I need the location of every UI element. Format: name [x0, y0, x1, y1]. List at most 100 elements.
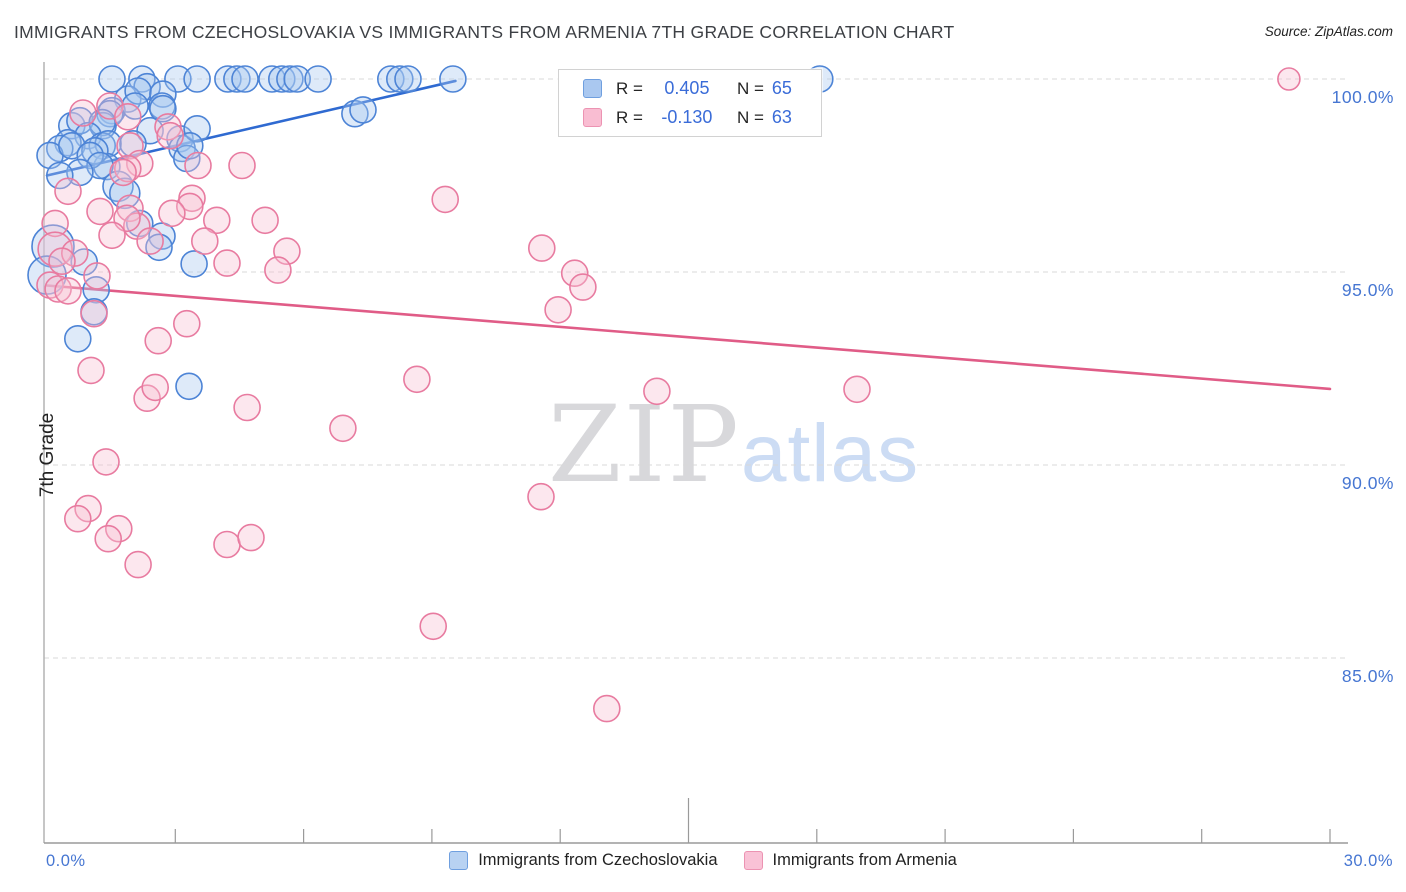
data-point-armenia[interactable]: [86, 197, 114, 226]
data-point-armenia[interactable]: [527, 234, 556, 262]
data-point-armenia[interactable]: [116, 132, 144, 160]
data-point-czechoslovakia[interactable]: [82, 275, 110, 304]
page-title: IMMIGRANTS FROM CZECHOSLOVAKIA VS IMMIGR…: [14, 22, 955, 42]
data-point-czechoslovakia[interactable]: [64, 324, 92, 353]
data-point-armenia[interactable]: [74, 494, 102, 523]
data-point-czechoslovakia[interactable]: [76, 141, 104, 170]
data-point-armenia[interactable]: [173, 309, 201, 338]
data-point-armenia[interactable]: [233, 393, 261, 422]
r-value: 0.405: [664, 78, 710, 98]
data-point-czechoslovakia[interactable]: [180, 250, 208, 278]
data-point-czechoslovakia[interactable]: [45, 161, 74, 190]
source-attribution: Source: ZipAtlas.com: [1264, 24, 1393, 39]
legend-item-label: Immigrants from Czechoslovakia: [478, 851, 718, 869]
data-point-armenia[interactable]: [213, 249, 241, 277]
legend-item-armenia[interactable]: Immigrants from Armenia: [743, 851, 957, 870]
data-point-armenia[interactable]: [80, 299, 108, 328]
n-label: N =: [736, 107, 764, 127]
legend-row-armenia: R = -0.130 N = 63: [559, 106, 821, 130]
data-point-czechoslovakia[interactable]: [283, 65, 312, 93]
data-point-armenia[interactable]: [98, 221, 126, 250]
data-point-czechoslovakia[interactable]: [183, 115, 211, 143]
data-point-armenia[interactable]: [264, 256, 292, 284]
n-value: 65: [771, 78, 792, 98]
data-point-armenia[interactable]: [419, 612, 448, 641]
trend-line-armenia: [45, 284, 1332, 391]
data-point-armenia[interactable]: [144, 326, 172, 355]
data-point-armenia[interactable]: [77, 356, 105, 385]
data-point-armenia[interactable]: [48, 247, 76, 276]
data-point-czechoslovakia[interactable]: [385, 65, 414, 93]
n-label: N =: [736, 78, 764, 98]
data-point-armenia[interactable]: [569, 273, 597, 301]
data-point-armenia[interactable]: [92, 448, 120, 476]
data-point-armenia[interactable]: [69, 99, 97, 127]
data-point-armenia[interactable]: [158, 199, 186, 228]
data-point-armenia[interactable]: [184, 151, 212, 180]
data-point-armenia[interactable]: [114, 154, 142, 183]
data-point-armenia[interactable]: [96, 92, 124, 120]
data-point-czechoslovakia[interactable]: [98, 65, 126, 93]
data-point-armenia[interactable]: [54, 177, 82, 206]
data-point-czechoslovakia[interactable]: [349, 96, 377, 124]
data-point-armenia[interactable]: [141, 373, 169, 402]
data-point-armenia[interactable]: [213, 530, 241, 559]
data-point-armenia[interactable]: [592, 694, 621, 723]
data-point-czechoslovakia[interactable]: [149, 94, 177, 123]
czechoslovakia-swatch-icon: [583, 79, 602, 98]
data-point-armenia[interactable]: [41, 209, 69, 238]
data-point-armenia[interactable]: [156, 121, 184, 150]
data-point-armenia[interactable]: [64, 504, 92, 533]
data-point-armenia[interactable]: [1277, 67, 1301, 91]
r-label: R =: [616, 78, 643, 98]
data-point-armenia[interactable]: [114, 103, 142, 131]
data-point-czechoslovakia[interactable]: [231, 65, 259, 93]
data-point-armenia[interactable]: [431, 185, 460, 214]
n-value: 63: [771, 107, 792, 127]
data-point-armenia[interactable]: [83, 262, 111, 290]
data-point-armenia[interactable]: [843, 375, 871, 404]
data-point-armenia[interactable]: [124, 550, 152, 579]
data-point-czechoslovakia[interactable]: [394, 65, 422, 93]
trend-line-czechoslovakia: [45, 79, 457, 177]
y-axis-tick-label-85: 85.0%: [1341, 666, 1394, 686]
data-point-armenia[interactable]: [228, 151, 256, 180]
data-point-armenia[interactable]: [329, 414, 357, 443]
data-point-armenia[interactable]: [203, 206, 231, 235]
legend-item-czechoslovakia[interactable]: Immigrants from Czechoslovakia: [449, 851, 718, 870]
data-point-czechoslovakia[interactable]: [223, 65, 251, 93]
data-point-armenia[interactable]: [116, 194, 144, 223]
data-point-czechoslovakia[interactable]: [109, 177, 141, 210]
data-point-czechoslovakia[interactable]: [149, 80, 177, 108]
data-point-czechoslovakia[interactable]: [267, 65, 296, 93]
data-point-armenia[interactable]: [94, 524, 122, 553]
data-point-armenia[interactable]: [37, 231, 73, 267]
data-point-armenia[interactable]: [105, 514, 133, 543]
data-point-armenia[interactable]: [403, 365, 431, 394]
data-point-czechoslovakia[interactable]: [304, 65, 332, 93]
data-point-armenia[interactable]: [251, 206, 279, 235]
data-point-armenia[interactable]: [527, 482, 555, 511]
data-point-armenia[interactable]: [109, 158, 137, 187]
data-point-czechoslovakia[interactable]: [175, 372, 203, 401]
data-point-armenia[interactable]: [237, 523, 265, 552]
data-point-czechoslovakia[interactable]: [439, 65, 467, 93]
data-point-czechoslovakia[interactable]: [183, 65, 211, 93]
data-point-armenia[interactable]: [544, 295, 572, 324]
correlation-legend-box: R = 0.405 N = 65 R = -0.130 N = 63: [558, 69, 822, 137]
czechoslovakia-legend-swatch-icon: [449, 851, 469, 870]
data-point-armenia[interactable]: [36, 271, 64, 299]
data-point-armenia[interactable]: [560, 259, 589, 288]
r-value: -0.130: [661, 107, 713, 127]
data-point-armenia[interactable]: [154, 113, 182, 141]
data-point-armenia[interactable]: [54, 277, 82, 305]
data-point-armenia[interactable]: [176, 192, 204, 221]
x-axis-tick-label-30: 30.0%: [1343, 852, 1393, 870]
data-point-czechoslovakia[interactable]: [81, 137, 109, 165]
data-point-czechoslovakia[interactable]: [164, 65, 192, 93]
data-point-armenia[interactable]: [44, 275, 72, 303]
data-point-armenia[interactable]: [643, 377, 671, 406]
data-point-czechoslovakia[interactable]: [276, 65, 304, 93]
data-point-armenia[interactable]: [136, 227, 164, 255]
data-point-armenia[interactable]: [191, 227, 219, 255]
